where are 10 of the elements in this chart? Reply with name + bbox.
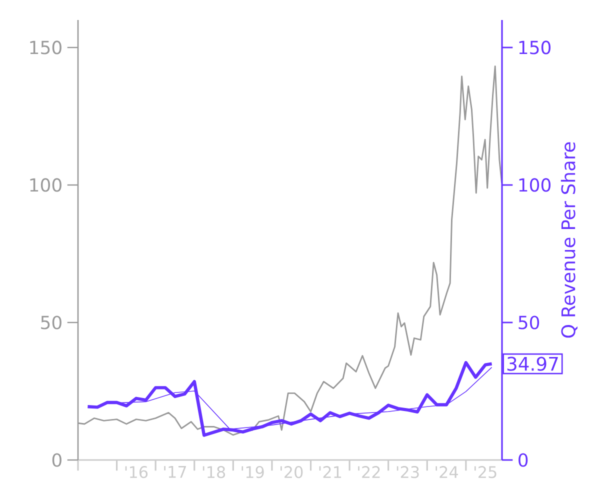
y2-tick-label: 50 [518,316,540,330]
y-tick-label: 50 [41,316,62,330]
y2-tick-label: 150 [519,40,551,54]
y2-tick-label: 100 [519,178,551,192]
y-tick-label: 0 [52,453,62,467]
data-label: 34.97 [507,356,558,371]
y2-tick-label: 0 [518,453,528,467]
y2-axis-title: Q Revenue Per Share [560,142,578,338]
y-tick-label: 100 [30,178,62,192]
y-tick-label: 150 [30,40,62,54]
